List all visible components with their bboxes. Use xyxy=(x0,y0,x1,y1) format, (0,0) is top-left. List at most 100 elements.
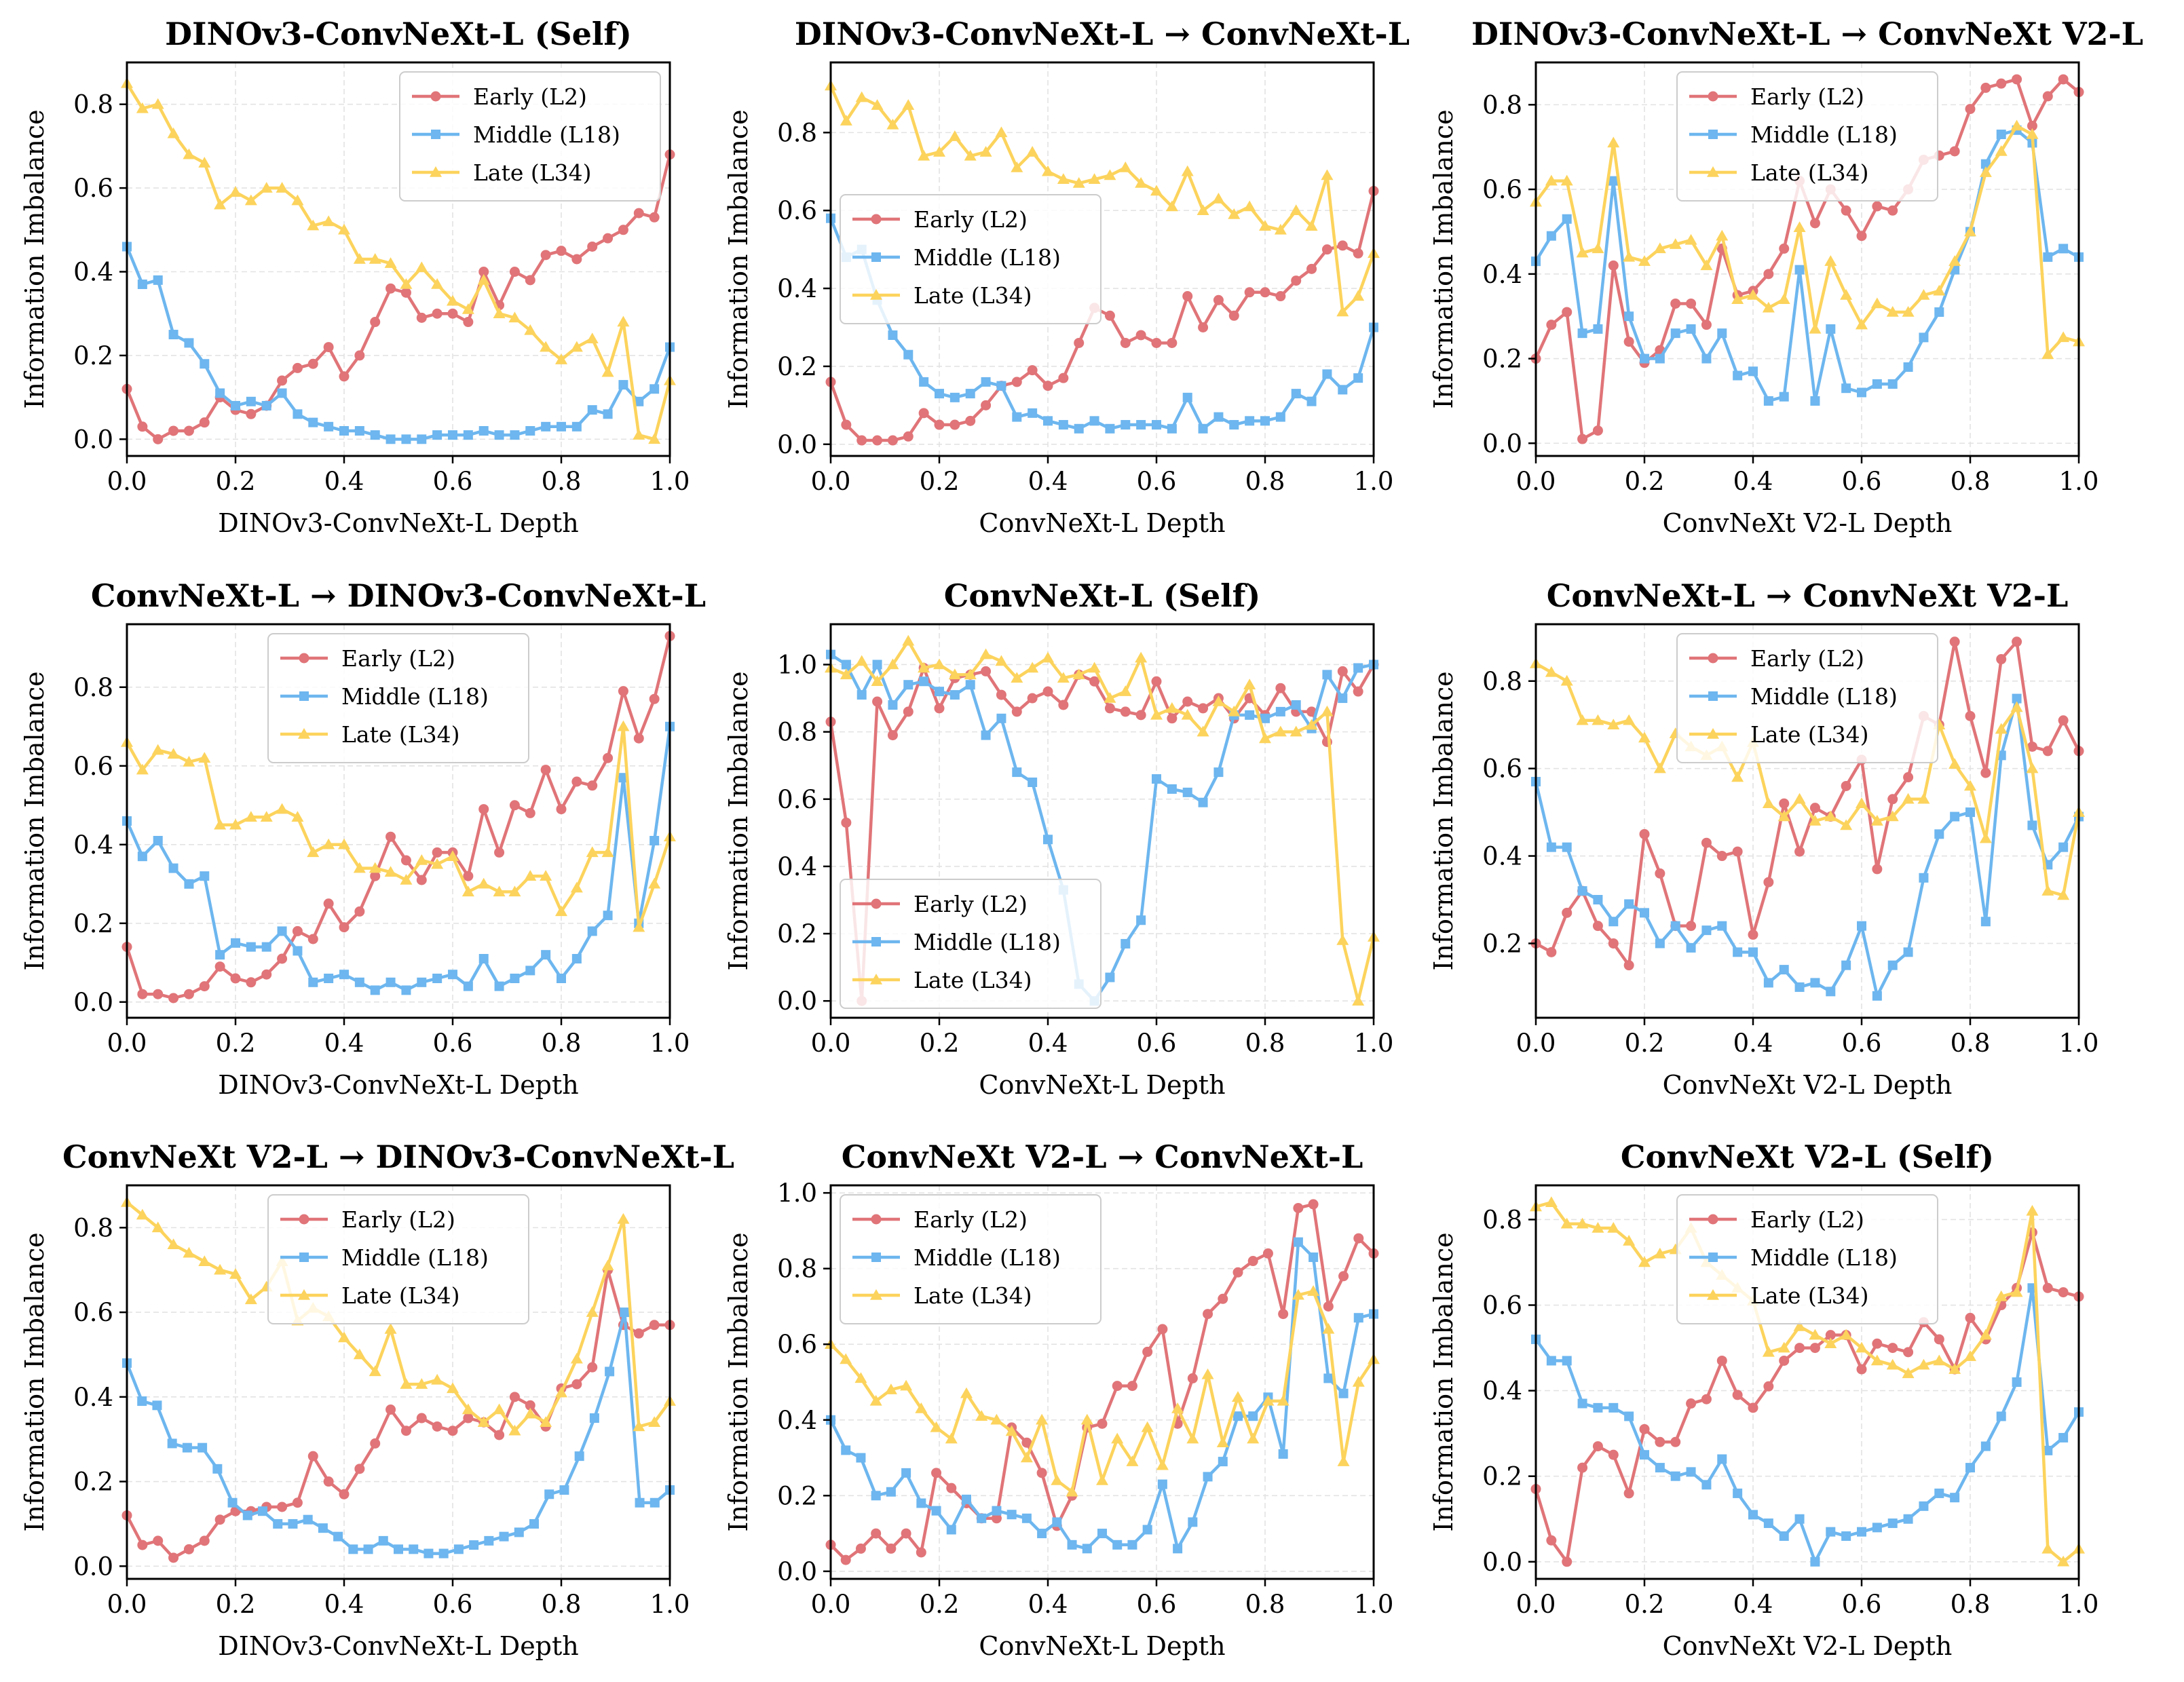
data-point xyxy=(649,693,660,704)
x-tick-label: 0.0 xyxy=(1516,1590,1556,1619)
data-point xyxy=(1763,978,1773,988)
data-point xyxy=(462,303,474,314)
data-point xyxy=(617,1212,630,1224)
data-point xyxy=(1638,1256,1651,1267)
legend-marker xyxy=(1708,1214,1718,1225)
x-tick-label: 0.6 xyxy=(433,1029,473,1058)
x-tick-label: 1.0 xyxy=(1354,1029,1394,1058)
data-point xyxy=(244,811,257,822)
axes-frame xyxy=(126,1184,671,1580)
data-point xyxy=(1840,289,1853,300)
data-point xyxy=(307,934,318,944)
legend-marker xyxy=(299,1214,309,1225)
y-tick-label: 0.4 xyxy=(1482,842,1522,871)
data-point xyxy=(370,871,381,881)
y-tick-label: 0.2 xyxy=(777,919,817,949)
data-point xyxy=(494,847,505,858)
data-point xyxy=(2042,1282,2053,1293)
data-point xyxy=(167,1438,177,1449)
y-tick-label: 0.6 xyxy=(777,1330,817,1359)
data-point xyxy=(2041,885,2054,896)
legend-marker xyxy=(430,91,441,102)
legend-entry: Late (L34) xyxy=(341,721,460,748)
data-point xyxy=(2012,693,2022,704)
data-point xyxy=(1321,705,1334,716)
data-point xyxy=(1305,719,1318,730)
data-point xyxy=(540,341,552,352)
data-point xyxy=(934,419,945,430)
data-point xyxy=(872,435,883,446)
data-point xyxy=(649,384,660,394)
x-tick-label: 0.2 xyxy=(920,1029,960,1058)
x-tick-label: 0.2 xyxy=(1625,1590,1665,1619)
legend-entry: Late (L34) xyxy=(914,282,1032,309)
x-tick-label: 0.0 xyxy=(1516,1029,1556,1058)
data-point xyxy=(1793,221,1806,232)
data-point xyxy=(1979,166,1992,177)
legend: Early (L2) Middle (L18) Late (L34) xyxy=(840,1194,1102,1324)
y-tick-label: 0.6 xyxy=(73,752,113,781)
data-point xyxy=(977,1513,987,1523)
data-point xyxy=(903,431,914,442)
data-point xyxy=(1135,651,1148,663)
subplot-7: 0.0 0.2 0.4 0.6 0.8 1.0 0.0 0.2 0.4 0.6 0.8 ConvNeX… xyxy=(20,1139,734,1661)
data-point xyxy=(246,396,256,406)
data-point xyxy=(1701,925,1712,936)
data-point xyxy=(618,380,628,390)
data-point xyxy=(1824,1337,1837,1349)
y-tick-label: 0.0 xyxy=(1482,1548,1522,1577)
data-point xyxy=(1120,706,1131,717)
data-point xyxy=(1292,1288,1304,1300)
data-point xyxy=(979,146,992,157)
data-point xyxy=(214,1514,225,1525)
data-point xyxy=(1979,832,1992,843)
data-point xyxy=(308,417,318,427)
data-point xyxy=(1717,921,1727,931)
data-point xyxy=(1638,731,1651,743)
data-point xyxy=(322,838,335,849)
data-point xyxy=(1856,1364,1867,1375)
data-point xyxy=(1198,322,1209,332)
data-point xyxy=(183,756,195,767)
data-point xyxy=(1779,1531,1789,1541)
data-point xyxy=(1027,693,1038,704)
data-point xyxy=(2042,746,2053,757)
data-point xyxy=(1640,353,1649,364)
data-point xyxy=(601,846,614,858)
legend-entry: Early (L2) xyxy=(914,1206,1028,1233)
data-point xyxy=(1653,1247,1666,1259)
data-point xyxy=(603,233,614,244)
data-point xyxy=(212,1464,223,1474)
data-point xyxy=(1809,322,1822,334)
data-point xyxy=(2057,331,2070,343)
data-point xyxy=(1012,767,1022,778)
data-point xyxy=(633,429,645,440)
y-tick-label: 0.4 xyxy=(73,830,113,860)
data-point xyxy=(2058,74,2069,85)
data-point xyxy=(841,817,852,828)
series-late xyxy=(825,1285,1380,1497)
data-point xyxy=(168,993,179,1004)
data-point xyxy=(400,1426,411,1436)
data-point xyxy=(525,807,535,818)
data-point xyxy=(384,866,397,877)
data-point xyxy=(979,648,992,660)
legend: Early (L2) Middle (L18) Late (L34) xyxy=(267,633,529,763)
x-axis-label: ConvNeXt-L Depth xyxy=(979,1070,1225,1100)
data-point xyxy=(385,283,396,294)
data-point xyxy=(1353,686,1363,697)
data-point xyxy=(1809,815,1822,826)
data-point xyxy=(416,1413,427,1423)
x-tick-label: 0.0 xyxy=(107,1590,147,1619)
data-point xyxy=(901,1468,911,1478)
data-point xyxy=(1562,1356,1572,1366)
data-point xyxy=(1197,725,1209,737)
data-point xyxy=(2012,74,2022,85)
data-point xyxy=(1275,412,1285,422)
data-point xyxy=(991,1513,1002,1524)
data-point xyxy=(137,1540,148,1550)
data-point xyxy=(1173,1544,1183,1554)
x-tick-label: 0.0 xyxy=(811,1029,851,1058)
data-point xyxy=(1903,947,1913,957)
data-point xyxy=(353,1348,366,1360)
